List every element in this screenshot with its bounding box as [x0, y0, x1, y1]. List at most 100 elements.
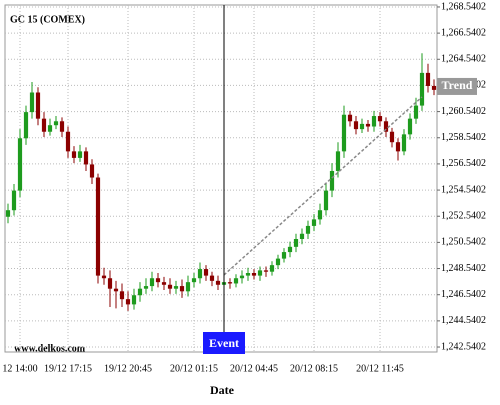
candle-body — [365, 123, 371, 127]
trend-box — [437, 77, 477, 95]
y-tick-label: 1,246.5402 — [441, 289, 486, 300]
x-tick-label: 20/12 01:15 — [170, 363, 218, 374]
x-tick-label: 20/12 04:45 — [230, 363, 278, 374]
candle-body — [155, 278, 161, 283]
candle-body — [359, 123, 365, 130]
x-tick-label: 12 14:00 — [2, 363, 37, 374]
candle-body — [5, 210, 11, 217]
candle-body — [101, 275, 107, 279]
candle-body — [401, 134, 407, 152]
candle-body — [89, 164, 95, 178]
candle-body — [407, 118, 413, 135]
candle-body — [167, 284, 173, 289]
event-label: Event — [209, 336, 239, 350]
candle-body — [71, 151, 77, 158]
candle-body — [17, 138, 23, 191]
candle-body — [197, 269, 203, 279]
y-tick-label: 1,268.5402 — [441, 1, 486, 12]
candle-body — [161, 282, 167, 285]
candle-body — [113, 288, 119, 292]
y-tick-label: 1,252.5402 — [441, 211, 486, 222]
candle-body — [215, 280, 221, 285]
candle-body — [335, 151, 341, 171]
candle-body — [137, 288, 143, 296]
candle-body — [179, 286, 185, 292]
candle-body — [41, 118, 47, 132]
candle-body — [233, 278, 239, 284]
y-tick-label: 1,250.5402 — [441, 237, 486, 248]
candle-body — [83, 151, 89, 165]
y-tick-label: 1,242.5402 — [441, 341, 486, 352]
candle-body — [413, 105, 419, 119]
chart-title: GC 15 (COMEX) — [10, 14, 85, 25]
candle-body — [299, 233, 305, 239]
event-box — [203, 332, 245, 354]
candle-body — [329, 170, 335, 191]
candle-body — [107, 278, 113, 289]
candle-body — [203, 269, 209, 276]
candle-body — [125, 299, 131, 305]
candle-body — [245, 272, 251, 276]
candle-body — [317, 210, 323, 220]
candle-body — [383, 121, 389, 132]
candle-body — [209, 275, 215, 281]
candle-body — [263, 270, 269, 272]
y-tick-label: 1,248.5402 — [441, 263, 486, 274]
candle-body — [59, 121, 65, 132]
candle-body — [305, 225, 311, 234]
candle-body — [341, 114, 347, 152]
candle-body — [311, 219, 317, 226]
candle-body — [185, 282, 191, 292]
candle-body — [257, 270, 263, 276]
candle-body — [11, 190, 17, 211]
candle-body — [191, 278, 197, 283]
trend-line — [223, 96, 423, 276]
candle-body — [395, 142, 401, 152]
y-tick-label: 1,256.5402 — [441, 158, 486, 169]
candle-body — [95, 177, 101, 276]
x-tick-label: 20/12 11:45 — [356, 363, 404, 374]
candle-body — [65, 131, 71, 152]
candle-body — [29, 92, 35, 113]
candle-body — [431, 85, 437, 90]
candle-body — [287, 246, 293, 253]
x-tick-label: 20/12 08:15 — [290, 363, 338, 374]
y-tick-label: 1,244.5402 — [441, 315, 486, 326]
y-tick-label: 1,254.5402 — [441, 184, 486, 195]
candle-body — [323, 190, 329, 211]
candle-body — [389, 131, 395, 143]
candle-body — [371, 116, 377, 127]
x-axis-label: Date — [210, 383, 235, 397]
candle-body — [251, 272, 257, 276]
candle-body — [227, 282, 233, 284]
y-tick-label: 1,266.5402 — [441, 27, 486, 38]
candle-body — [347, 114, 353, 122]
y-tick-label: 1,264.5402 — [441, 54, 486, 65]
y-tick-label: 1,258.5402 — [441, 132, 486, 143]
candle-body — [353, 121, 359, 130]
candle-body — [425, 72, 431, 86]
candle-body — [293, 238, 299, 247]
candle-body — [275, 258, 281, 266]
candle-body — [149, 278, 155, 287]
plot-area — [4, 4, 438, 353]
candle-body — [419, 72, 425, 106]
y-tick-label: 1,260.5402 — [441, 106, 486, 117]
candle-body — [23, 112, 29, 139]
candle-body — [269, 265, 275, 272]
candle-body — [377, 116, 383, 122]
x-tick-label: 19/12 20:45 — [104, 363, 152, 374]
candle-body — [77, 151, 83, 158]
candle-body — [35, 92, 41, 119]
candle-body — [173, 286, 179, 289]
trend-label: Trend — [442, 78, 473, 92]
watermark: www.delkos.com — [14, 343, 86, 354]
candle-body — [119, 291, 125, 300]
candle-body — [131, 295, 137, 305]
candle-body — [281, 252, 287, 259]
candle-body — [239, 275, 245, 279]
candle-body — [53, 121, 59, 126]
candle-body — [47, 125, 53, 132]
